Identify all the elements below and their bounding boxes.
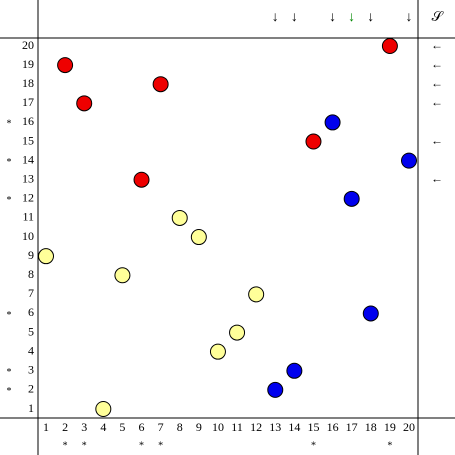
row-label: 3 (28, 363, 34, 377)
column-label: 10 (212, 420, 224, 434)
point (190, 229, 207, 246)
row-label: 14 (22, 152, 34, 166)
column-label: 6 (139, 420, 145, 434)
column-label: 19 (384, 420, 396, 434)
top-arrow: ↓ (348, 10, 355, 25)
point (343, 190, 360, 207)
row-label: 19 (22, 57, 34, 71)
point (114, 267, 131, 284)
right-arrow: ← (431, 57, 443, 71)
top-arrow: ↓ (367, 10, 374, 25)
row-label: 1 (28, 401, 34, 415)
bottom-star: * (311, 440, 316, 451)
bottom-star: * (387, 440, 392, 451)
point (76, 95, 93, 112)
row-label: 12 (22, 191, 34, 205)
row-label: 2 (28, 382, 34, 396)
column-label: 17 (346, 420, 358, 434)
left-star: * (7, 195, 12, 206)
left-star: * (7, 367, 12, 378)
bottom-star: * (82, 440, 87, 451)
bottom-star: * (158, 440, 163, 451)
row-label: 10 (22, 229, 34, 243)
column-label: 18 (365, 420, 377, 434)
point (38, 248, 54, 265)
column-label: 5 (119, 420, 125, 434)
row-label: 18 (22, 76, 34, 90)
row-label: 4 (28, 343, 34, 357)
row-label: 20 (22, 38, 34, 52)
point (381, 38, 398, 54)
bottom-star: * (63, 440, 68, 451)
point (229, 324, 246, 341)
right-arrow: ← (431, 95, 443, 109)
top-arrow: ↓ (272, 10, 279, 25)
column-label: 4 (100, 420, 106, 434)
right-header: 𝒮 (432, 10, 445, 25)
point (286, 362, 303, 379)
row-label: 8 (28, 267, 34, 281)
left-star: * (7, 157, 12, 168)
column-label: 14 (288, 420, 300, 434)
column-label: 20 (403, 420, 415, 434)
row-label: 16 (22, 114, 34, 128)
row-label: 9 (28, 248, 34, 262)
row-label: 5 (28, 324, 34, 338)
row-label: 7 (28, 286, 34, 300)
right-arrow: ← (431, 171, 443, 185)
point (171, 209, 188, 226)
left-star: * (7, 386, 12, 397)
top-arrow: ↓ (329, 10, 336, 25)
column-label: 1 (43, 420, 49, 434)
row-label: 17 (22, 95, 34, 109)
column-label: 9 (196, 420, 202, 434)
column-label: 16 (327, 420, 339, 434)
row-label: 13 (22, 171, 34, 185)
point (362, 305, 379, 322)
column-label: 11 (231, 420, 243, 434)
point (95, 401, 112, 417)
left-star: * (7, 119, 12, 130)
bottom-star: * (139, 440, 144, 451)
row-label: 15 (22, 133, 34, 147)
top-arrow: ↓ (406, 10, 413, 25)
left-star: * (7, 310, 12, 321)
point (324, 114, 341, 131)
point (152, 76, 169, 93)
point (267, 381, 284, 398)
point (57, 57, 74, 74)
row-label: 11 (22, 210, 34, 224)
point (401, 152, 417, 169)
right-arrow: ← (431, 76, 443, 90)
column-label: 2 (62, 420, 68, 434)
right-arrow: ← (431, 38, 443, 52)
point (209, 343, 226, 360)
row-label: 6 (28, 305, 34, 319)
right-arrow: ← (431, 133, 443, 147)
column-label: 13 (269, 420, 281, 434)
column-label: 8 (177, 420, 183, 434)
point (305, 133, 322, 150)
column-label: 12 (250, 420, 262, 434)
column-label: 7 (158, 420, 164, 434)
column-label: 3 (81, 420, 87, 434)
top-arrow: ↓ (291, 10, 298, 25)
point (133, 171, 150, 188)
point (248, 286, 265, 303)
column-label: 15 (307, 420, 319, 434)
